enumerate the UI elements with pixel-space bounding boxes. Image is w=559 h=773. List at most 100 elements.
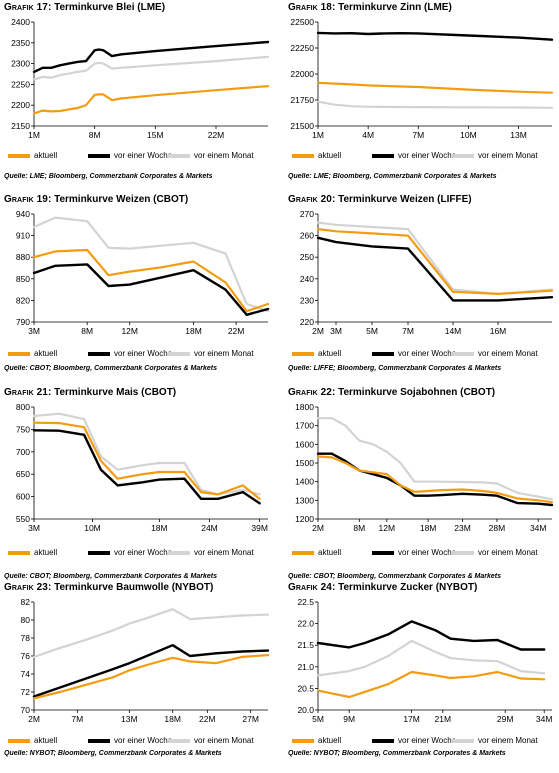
- y-tick-label: 1400: [295, 477, 314, 487]
- legend-label: aktuell: [34, 349, 58, 358]
- y-tick-label: 880: [16, 252, 30, 262]
- legend-swatch: [88, 352, 110, 356]
- x-tick-label: 22M: [228, 326, 245, 336]
- y-tick-label: 1300: [295, 495, 314, 505]
- y-tick-label: 22000: [290, 69, 314, 79]
- legend-label: vor einer Woche: [114, 349, 173, 358]
- y-tick-label: 790: [16, 317, 30, 327]
- y-tick-label: 820: [16, 295, 30, 305]
- series-line-aktuell: [316, 670, 546, 699]
- legend-label: vor einer Woche: [114, 151, 173, 160]
- legend-swatch: [8, 352, 30, 356]
- series-line-vor-einem-Monat: [32, 608, 270, 659]
- chart-source: Quelle: LME; Bloomberg, Commerzbank Corp…: [4, 173, 213, 180]
- y-tick-label: 21.5: [297, 640, 314, 650]
- legend-label: aktuell: [34, 736, 58, 745]
- chart-plot: 70 72 74 76 78 80 82 2M 7M 13M 18M 22M 27M: [21, 597, 270, 724]
- chart-legend: aktuell vor einer Woche vor einem Monat: [8, 735, 274, 747]
- x-tick-label: 3M: [330, 326, 342, 336]
- series-line-vor-einer-Woche: [32, 263, 270, 317]
- x-tick-label: 12M: [121, 326, 138, 336]
- x-tick-label: 2M: [312, 326, 324, 336]
- x-tick-label: 8M: [81, 326, 93, 336]
- legend-label: aktuell: [34, 548, 58, 557]
- chart-title: Grafik 21: Terminkurve Mais (CBOT): [4, 387, 177, 398]
- y-tick-label: 22500: [290, 17, 314, 27]
- legend-label: vor einer Woche: [398, 548, 457, 557]
- chart-title: Grafik 20: Terminkurve Weizen (LIFFE): [288, 194, 472, 205]
- series-line-vor-einer-Woche: [32, 429, 261, 505]
- legend-swatch: [292, 352, 314, 356]
- chart-panel-7: Grafik 24: Terminkurve Zucker (NYBOT) 20…: [288, 582, 558, 773]
- legend-swatch: [88, 739, 110, 743]
- series-line-vor-einem-Monat: [316, 100, 554, 109]
- x-tick-label: 3M: [28, 523, 40, 533]
- y-tick-label: 78: [21, 633, 31, 643]
- legend-swatch: [168, 352, 190, 356]
- x-tick-label: 17M: [403, 714, 420, 724]
- x-tick-label: 24M: [201, 523, 218, 533]
- legend-label: vor einem Monat: [194, 349, 254, 358]
- y-tick-label: 21750: [290, 95, 314, 105]
- chart-plot: 2150 2200 2250 2300 2350 2400 1M 8M 15M 22M: [11, 17, 270, 140]
- series-line-vor-einem-Monat: [32, 216, 270, 313]
- y-tick-label: 250: [300, 252, 314, 262]
- chart-plot: 550 600 650 700 750 800 3M 10M 18M 24M 39M: [16, 402, 268, 533]
- x-tick-label: 15M: [147, 130, 164, 140]
- legend-label: aktuell: [318, 548, 342, 557]
- y-tick-label: 1700: [295, 421, 314, 431]
- x-tick-label: 28M: [489, 523, 506, 533]
- legend-swatch: [168, 154, 190, 158]
- legend-label: vor einer Woche: [398, 736, 457, 745]
- legend-swatch: [8, 551, 30, 555]
- y-tick-label: 1600: [295, 439, 314, 449]
- y-tick-label: 74: [21, 669, 31, 679]
- chart-title: Grafik 18: Terminkurve Zinn (LME): [288, 2, 452, 13]
- chart-source: Quelle: NYBOT; Bloomberg, Commerzbank Co…: [4, 750, 222, 757]
- y-tick-label: 240: [300, 274, 314, 284]
- y-tick-label: 650: [16, 469, 30, 479]
- x-tick-label: 5M: [312, 714, 324, 724]
- chart-panel-2: Grafik 19: Terminkurve Weizen (CBOT) 790…: [4, 194, 274, 385]
- legend-swatch: [88, 551, 110, 555]
- legend-label: aktuell: [34, 151, 58, 160]
- x-tick-label: 3M: [28, 326, 40, 336]
- legend-swatch: [168, 739, 190, 743]
- y-tick-label: 230: [300, 295, 314, 305]
- y-tick-label: 850: [16, 274, 30, 284]
- x-tick-label: 10M: [460, 130, 477, 140]
- y-tick-label: 22250: [290, 43, 314, 53]
- x-tick-label: 8M: [353, 523, 365, 533]
- legend-swatch: [8, 154, 30, 158]
- y-tick-label: 750: [16, 424, 30, 434]
- series-line-aktuell: [32, 248, 270, 313]
- x-tick-label: 23M: [454, 523, 471, 533]
- x-tick-label: 4M: [362, 130, 374, 140]
- legend-swatch: [372, 551, 394, 555]
- x-tick-label: 18M: [420, 523, 437, 533]
- y-tick-label: 1500: [295, 458, 314, 468]
- chart-title: Grafik 24: Terminkurve Zucker (NYBOT): [288, 582, 478, 593]
- legend-label: aktuell: [318, 151, 342, 160]
- series-line-aktuell: [32, 84, 270, 115]
- series-line-aktuell: [316, 228, 554, 296]
- y-tick-label: 910: [16, 231, 30, 241]
- legend-swatch: [292, 154, 314, 158]
- y-tick-label: 21.0: [297, 662, 314, 672]
- chart-plot: 20.0 20.5 21.0 21.5 22.0 22.5 5M 9M 17M 21M 29M 34M: [297, 597, 552, 724]
- y-tick-label: 21500: [290, 121, 314, 131]
- x-tick-label: 18M: [185, 326, 202, 336]
- x-tick-label: 21M: [435, 714, 452, 724]
- y-tick-label: 2300: [11, 59, 30, 69]
- chart-title: Grafik 23: Terminkurve Baumwolle (NYBOT): [4, 582, 214, 593]
- y-tick-label: 940: [16, 209, 30, 219]
- x-tick-label: 34M: [530, 523, 547, 533]
- y-tick-label: 2350: [11, 38, 30, 48]
- legend-swatch: [452, 739, 474, 743]
- chart-legend: aktuell vor einer Woche vor einem Monat: [292, 547, 558, 559]
- legend-label: aktuell: [318, 349, 342, 358]
- chart-legend: aktuell vor einer Woche vor einem Monat: [8, 547, 274, 559]
- legend-swatch: [8, 739, 30, 743]
- chart-source: Quelle: CBOT; Bloomberg, Commerzbank Cor…: [4, 573, 218, 580]
- y-tick-label: 270: [300, 209, 314, 219]
